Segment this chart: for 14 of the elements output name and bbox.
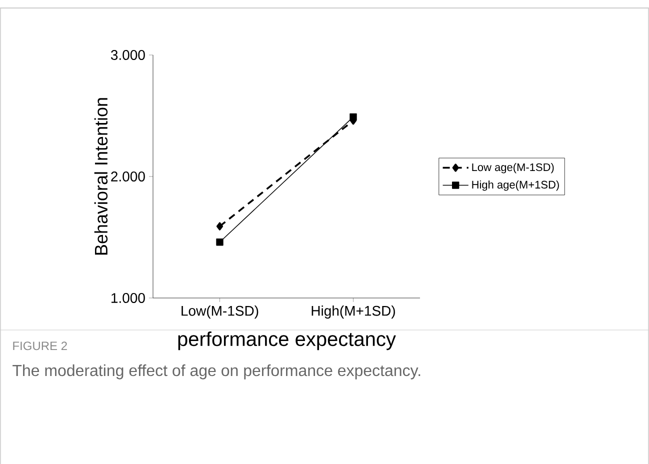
x-axis-title: performance expectancy: [178, 331, 396, 350]
caption: FIGURE 2: [13, 342, 67, 350]
point: [216, 238, 224, 246]
y-axis-title: Behavioral Intention: [94, 98, 108, 255]
legend-label: High age(M+1SD): [472, 180, 559, 191]
point: [350, 113, 357, 121]
y-tick-label: 3.000: [110, 50, 145, 60]
legend-label: Low age(M-1SD): [472, 163, 554, 174]
x-tick-label: Low(M-1SD): [182, 306, 258, 319]
y-tick-label: 2.000: [111, 172, 145, 182]
point: [216, 222, 224, 230]
y-tick-label: 1.000: [112, 293, 145, 303]
text: The moderating effect of age on performance expectancy.: [12, 364, 420, 380]
x-tick-label: High(M+1SD): [312, 306, 395, 319]
